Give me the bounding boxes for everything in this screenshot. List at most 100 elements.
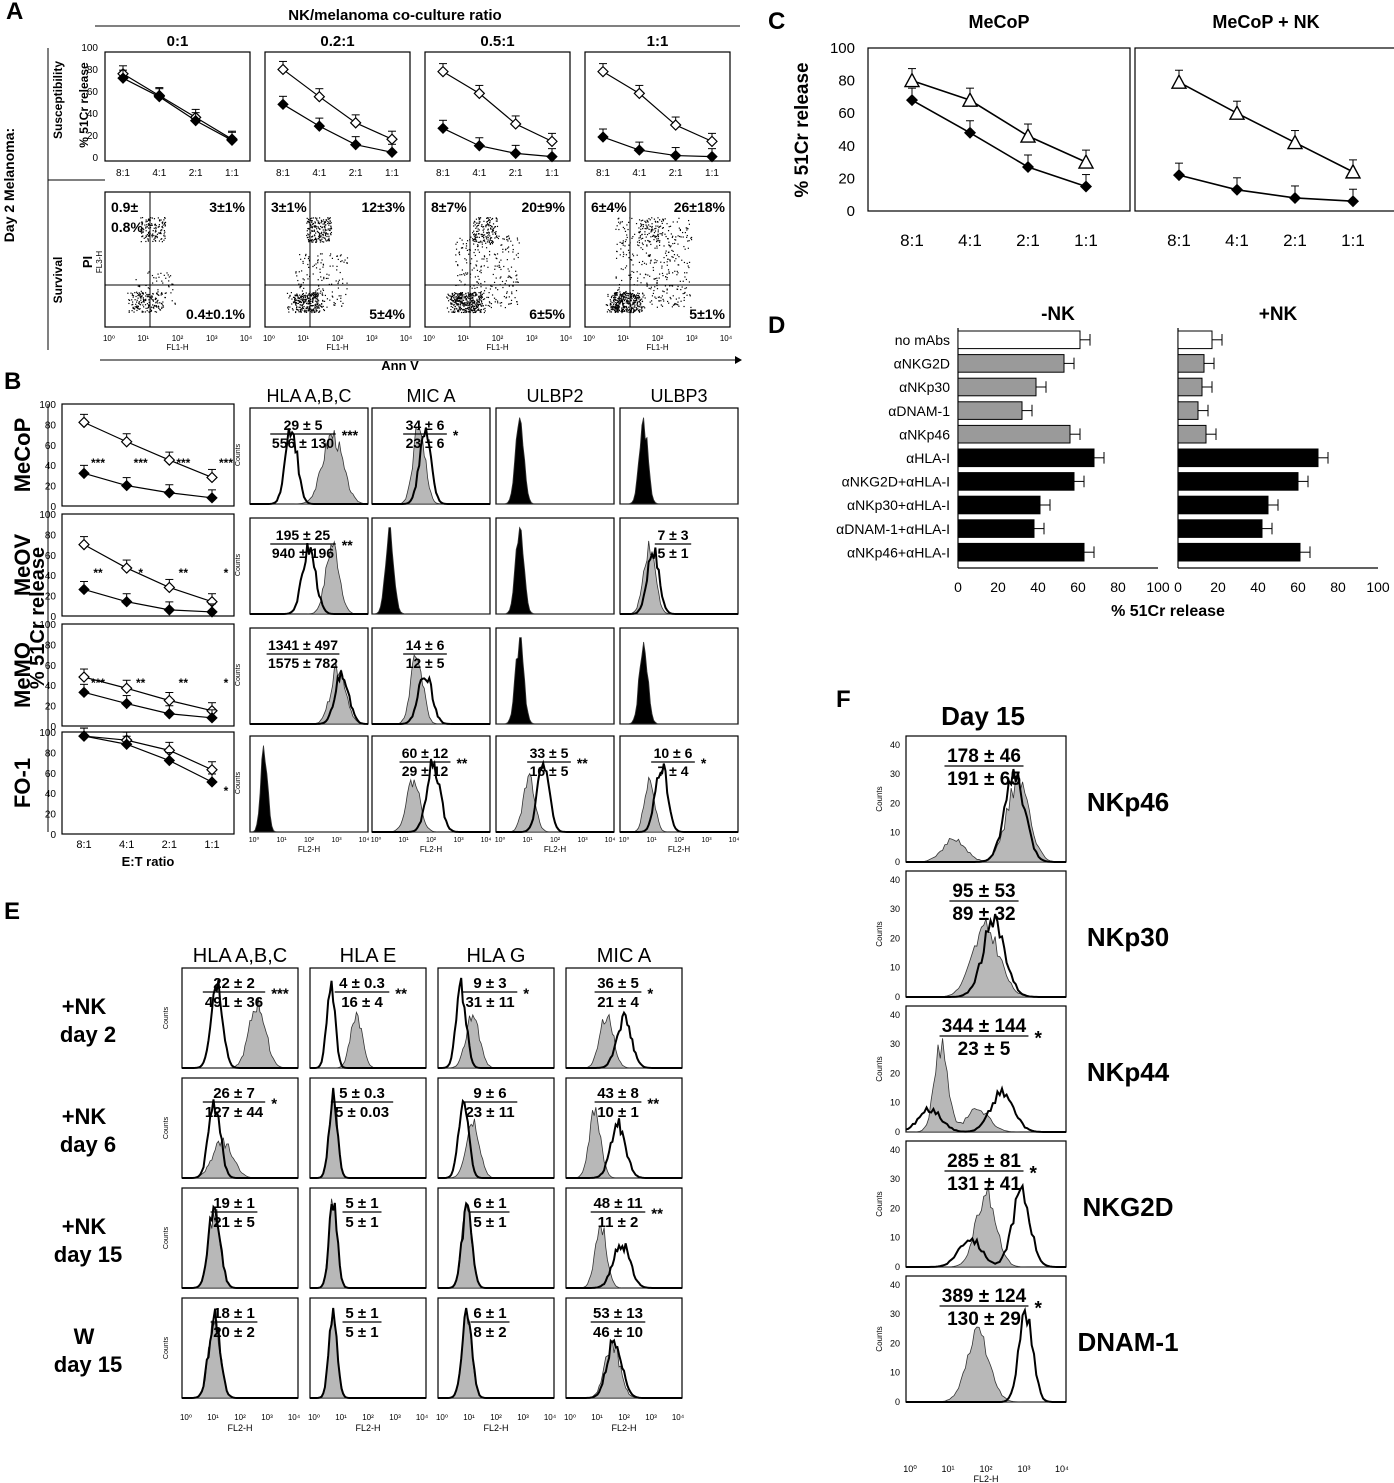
flow-dot: [613, 303, 615, 306]
flow-dot: [496, 220, 498, 222]
flow-dot: [630, 308, 633, 311]
flow-dot: [684, 291, 686, 294]
panel-d-bar: [957, 472, 1075, 491]
flow-dot: [621, 310, 623, 312]
flow-dot: [489, 220, 491, 222]
series-line: [122, 73, 233, 140]
flow-dot: [317, 222, 319, 224]
flow-dot: [476, 269, 479, 271]
flow-dot: [491, 243, 494, 245]
panel-f-log-tick: 10²: [979, 1464, 992, 1474]
flow-dot: [472, 307, 475, 310]
flow-dot: [168, 280, 170, 282]
flow-dot: [155, 235, 157, 237]
flow-dot: [316, 309, 318, 312]
flow-dot: [486, 296, 488, 299]
flow-dot: [685, 227, 687, 229]
flow-dot: [492, 233, 494, 235]
flow-dot: [618, 289, 620, 291]
flow-dot: [157, 302, 159, 304]
flow-dot: [499, 284, 501, 286]
flow-dot: [298, 283, 300, 285]
flow-dot: [464, 303, 467, 305]
panel-c-xtick: 8:1: [1167, 231, 1191, 250]
flow-dot: [311, 311, 313, 314]
panel-e-hist-outline-histogram: [309, 1202, 426, 1289]
flow-dot: [141, 231, 144, 233]
flow-dot: [472, 232, 474, 234]
flow-dot: [468, 293, 470, 296]
panel-e-hist-outline-histogram: [182, 1204, 298, 1289]
panel-e-hist-outline-histogram: [566, 1118, 682, 1179]
flow-dot: [478, 301, 480, 303]
flow-dot: [462, 309, 464, 311]
panel-b-hist-mfi-top: 60 ± 12: [402, 745, 449, 761]
flow-dot: [632, 292, 634, 295]
flow-dot: [620, 221, 622, 223]
flow-dot: [648, 232, 650, 235]
flow-dot: [626, 234, 628, 236]
flow-dot: [465, 304, 468, 306]
panel-e-hist-outline-histogram: [182, 1308, 298, 1399]
flow-dot: [635, 296, 637, 298]
flow-dot: [615, 303, 618, 305]
flow-dot: [340, 254, 342, 256]
data-point: [633, 144, 646, 156]
panel-b-counts: Counts: [235, 443, 242, 466]
flow-dot: [626, 308, 628, 310]
flow-dot: [623, 305, 626, 307]
panel-b-stars: **: [179, 566, 189, 580]
flow-dot: [622, 226, 624, 229]
flow-dot: [295, 304, 297, 306]
flow-dot: [458, 295, 460, 297]
flow-dot: [346, 257, 349, 259]
panel-c-title: MeCoP: [968, 12, 1029, 32]
flow-dot: [322, 233, 324, 236]
panel-e-hist-outline-histogram: [309, 980, 426, 1069]
quadrant-lr: 5±4%: [369, 306, 405, 322]
flow-dot: [630, 296, 633, 298]
flow-dot: [678, 217, 680, 219]
flow-dot: [481, 296, 483, 298]
flow-dot: [459, 293, 461, 295]
flow-dot: [321, 238, 323, 240]
series-line: [83, 421, 213, 478]
flow-dot: [465, 272, 467, 274]
data-point: [206, 763, 218, 776]
flow-dot: [668, 271, 670, 273]
flow-dot: [660, 304, 662, 306]
panel-e-hist-outline-histogram: [438, 1201, 554, 1289]
flow-dot: [466, 272, 469, 274]
panel-c-plot-frame: [1134, 47, 1394, 212]
flow-dot: [474, 221, 476, 223]
flow-dot: [307, 309, 309, 311]
flow-dot: [460, 302, 462, 304]
flow-dot: [480, 269, 482, 271]
panel-b-log-tick: 10³: [701, 837, 712, 844]
flow-dot: [630, 309, 632, 312]
flow-dot: [635, 298, 637, 301]
flow-dot: [165, 292, 167, 294]
flow-dot: [464, 311, 466, 313]
flow-dot: [619, 294, 621, 296]
flow-dot: [484, 234, 486, 236]
flow-dot: [472, 239, 474, 242]
panel-b-log-tick: 10¹: [398, 837, 409, 844]
flow-dot: [677, 285, 679, 288]
flow-dot: [461, 293, 463, 295]
flow-dot: [299, 300, 302, 303]
flow-dot: [465, 296, 467, 298]
flow-dot: [656, 235, 658, 238]
flow-dot: [614, 308, 616, 310]
flow-dot: [162, 304, 164, 307]
panel-f-log-tick: 10³: [1017, 1464, 1030, 1474]
flow-dot: [495, 232, 497, 235]
flow-dot: [138, 303, 141, 305]
flow-dot: [618, 306, 620, 308]
flow-dot: [632, 307, 634, 310]
flow-dot: [490, 237, 493, 239]
flow-dot: [460, 294, 462, 296]
flow-dot: [468, 309, 470, 311]
quadrant-lr: 6±5%: [529, 306, 565, 322]
flow-dot: [678, 305, 680, 307]
